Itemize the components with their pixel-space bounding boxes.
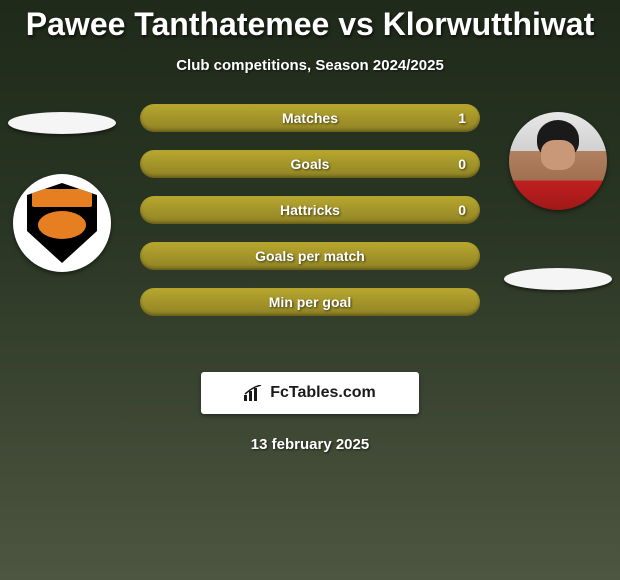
comparison-main: Matches 1 Goals 0 Hattricks 0 Goals per … <box>0 104 620 364</box>
stat-label: Goals <box>291 156 330 172</box>
stat-bar-goals-per-match: Goals per match <box>140 242 480 270</box>
date-text: 13 february 2025 <box>0 436 620 453</box>
stat-value-right: 0 <box>458 202 466 218</box>
stat-bar-hattricks: Hattricks 0 <box>140 196 480 224</box>
stat-label: Hattricks <box>280 202 340 218</box>
page-title: Pawee Tanthatemee vs Klorwutthiwat <box>0 0 620 43</box>
chart-icon <box>244 385 264 401</box>
right-player-column <box>504 112 612 290</box>
stat-bar-matches: Matches 1 <box>140 104 480 132</box>
watermark-text: FcTables.com <box>270 384 376 402</box>
stat-bar-goals: Goals 0 <box>140 150 480 178</box>
stat-label: Min per goal <box>269 294 351 310</box>
shield-icon <box>27 183 97 263</box>
watermark-badge: FcTables.com <box>201 372 419 414</box>
left-club-logo <box>13 174 111 272</box>
subtitle: Club competitions, Season 2024/2025 <box>0 57 620 74</box>
stat-bar-min-per-goal: Min per goal <box>140 288 480 316</box>
right-player-photo <box>509 112 607 210</box>
stat-value-right: 1 <box>458 110 466 126</box>
stat-label: Goals per match <box>255 248 365 264</box>
stat-bars: Matches 1 Goals 0 Hattricks 0 Goals per … <box>140 104 480 334</box>
right-empty-ellipse <box>504 268 612 290</box>
left-player-column <box>8 112 116 272</box>
stat-label: Matches <box>282 110 338 126</box>
left-empty-ellipse <box>8 112 116 134</box>
stat-value-right: 0 <box>458 156 466 172</box>
